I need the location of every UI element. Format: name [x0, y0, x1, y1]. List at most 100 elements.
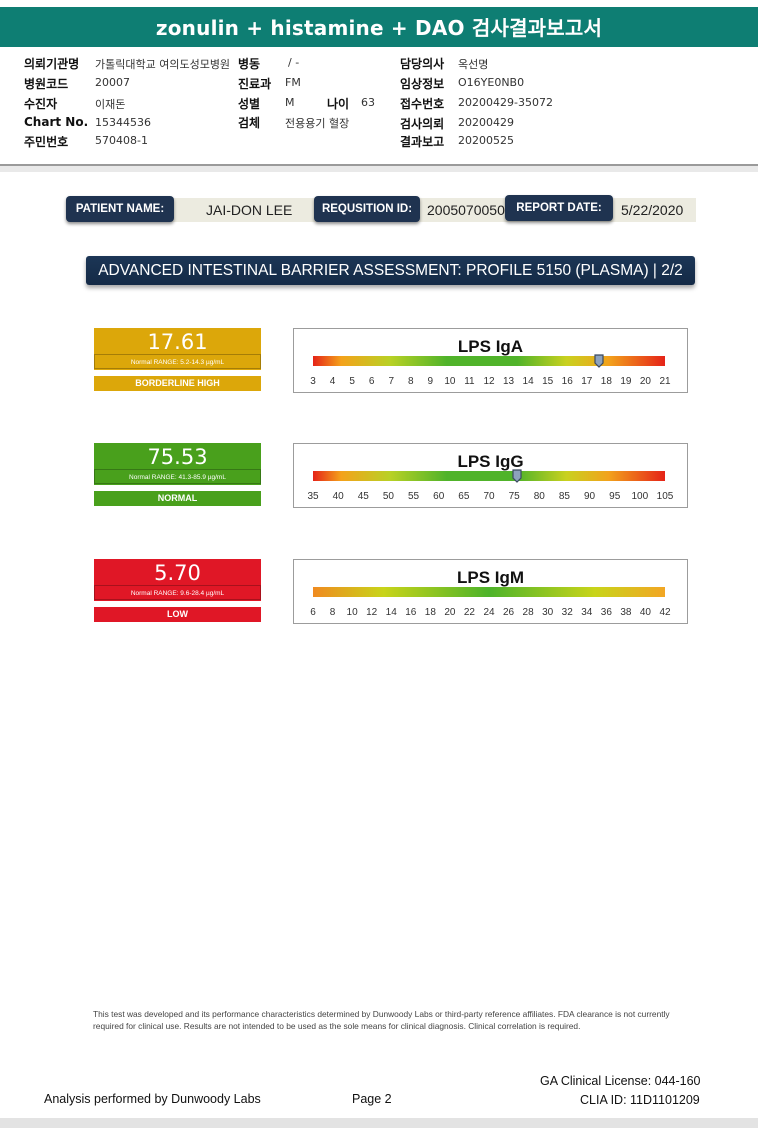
gauge-tick-label: 30	[542, 607, 554, 618]
gauge-title: LPS IgM	[456, 568, 525, 587]
result-value: 75.53	[147, 445, 208, 469]
gauge-tick-label: 40	[332, 491, 344, 502]
patient-name-value: JAI-DON LEE	[206, 202, 293, 218]
header-value-institution: 가톨릭대학교 여의도성모병원	[95, 58, 231, 71]
result-gauge: LPS IgG 35 40 45 50 55 60 65 70 75 80 85 90 95 100 105	[293, 443, 688, 508]
header-value-result-report: 20200525	[458, 134, 514, 147]
gauge-tick-label: 8	[407, 376, 414, 387]
gauge-tick-label: 36	[600, 607, 612, 618]
gauge-tick-label: 18	[424, 607, 436, 618]
header-key-clinical-info: 임상정보	[400, 77, 445, 91]
gauge-tick-label: 12	[483, 376, 495, 387]
normal-range: Normal RANGE: 5.2-14.3 µg/mL	[94, 354, 261, 369]
footer-license: GA Clinical License: 044-160	[540, 1074, 701, 1088]
header-key-doctor: 담당의사	[400, 57, 445, 71]
gauge-tick-label: 8	[329, 607, 336, 618]
gauge-tick-label: 17	[581, 376, 593, 387]
requisition-id-label: REQUSITION ID:	[314, 196, 420, 222]
gauge-tick-label: 55	[408, 491, 420, 502]
gauge-tick-label: 11	[464, 376, 475, 387]
header-value-age: 63	[361, 96, 375, 109]
gauge-marker-icon	[512, 469, 522, 483]
header-value-hospital-code: 20007	[95, 76, 130, 89]
header-key-ward: 병동	[238, 57, 261, 71]
gauge-tick-label: 32	[561, 607, 573, 618]
header-key-test-request: 검사의뢰	[400, 117, 445, 131]
header-key-institution: 의뢰기관명	[24, 57, 80, 71]
header-key-department: 진료과	[238, 77, 272, 91]
gauge-tick-label: 60	[433, 491, 445, 502]
header-divider	[0, 164, 758, 166]
bottom-strip	[0, 1118, 758, 1128]
report-date-value: 5/22/2020	[621, 202, 684, 218]
gauge-tick-label: 28	[522, 607, 534, 618]
section-title: ADVANCED INTESTINAL BARRIER ASSESSMENT: …	[86, 256, 695, 285]
header-value-specimen: 전용용기 혈장	[285, 117, 350, 130]
header-value-ward: / -	[288, 56, 300, 69]
result-value: 17.61	[147, 330, 208, 354]
gauge-tick-label: 105	[656, 491, 674, 502]
gauge-tick-label: 21	[659, 376, 671, 387]
gauge-tick-label: 80	[533, 491, 545, 502]
gauge-tick-label: 3	[310, 376, 316, 387]
gauge-title: LPS IgA	[457, 337, 524, 356]
gauge-tick-label: 40	[639, 607, 651, 618]
gauge-tick-label: 14	[385, 607, 397, 618]
gauge-tick-label: 85	[558, 491, 570, 502]
gauge-tick-label: 6	[310, 607, 316, 618]
header-value-sex: M	[285, 96, 295, 109]
gauge-tick-label: 100	[631, 491, 649, 502]
result-value-box: 75.53 Normal RANGE: 41.3-85.9 µg/mL	[94, 443, 261, 485]
gauge-tick-label: 35	[307, 491, 319, 502]
disclaimer-text: This test was developed and its performa…	[93, 1009, 670, 1031]
result-value-box: 17.61 Normal RANGE: 5.2-14.3 µg/mL	[94, 328, 261, 370]
header-key-hospital-code: 병원코드	[24, 77, 69, 91]
gauge-tick-label: 7	[388, 376, 394, 387]
gauge-color-scale	[313, 471, 665, 481]
gauge-tick-label: 70	[483, 491, 495, 502]
gauge-tick-label: 10	[444, 376, 456, 387]
gauge-tick-label: 4	[329, 376, 336, 387]
gauge-tick-label: 24	[483, 607, 495, 618]
result-status-badge: BORDERLINE HIGH	[94, 376, 261, 391]
gauge-tick-label: 5	[349, 376, 355, 387]
gauge-tick-label: 50	[382, 491, 394, 502]
gauge-tick-label: 22	[463, 607, 475, 618]
header-key-age: 나이	[327, 97, 350, 111]
gauge-tick-label: 38	[620, 607, 632, 618]
gauge-tick-label: 34	[581, 607, 593, 618]
gauge-tick-label: 20	[444, 607, 456, 618]
gauge-tick-label: 6	[368, 376, 375, 387]
result-value: 5.70	[154, 561, 201, 585]
gauge-tick-label: 13	[502, 376, 515, 387]
gauge-tick-label: 20	[639, 376, 651, 387]
gauge-tick-label: 95	[609, 491, 621, 502]
gauge-color-scale	[313, 356, 665, 366]
gauge-marker-icon	[594, 354, 604, 368]
header-value-department: FM	[285, 76, 301, 89]
footer-analysis: Analysis performed by Dunwoody Labs	[44, 1092, 261, 1106]
gauge-tick-label: 10	[346, 607, 358, 618]
header-key-resident-no: 주민번호	[24, 135, 69, 149]
normal-range: Normal RANGE: 9.6-28.4 µg/mL	[94, 585, 261, 600]
gauge-tick-label: 9	[427, 376, 434, 387]
header-value-resident-no: 570408-1	[95, 134, 148, 147]
gauge-tick-label: 90	[584, 491, 596, 502]
gauge-tick-label: 12	[366, 607, 378, 618]
gauge-tick-label: 16	[405, 607, 417, 618]
header-value-receipt-no: 20200429-35072	[458, 96, 553, 109]
header-key-sex: 성별	[238, 97, 261, 111]
footer-page-number: Page 2	[352, 1092, 392, 1106]
header-value-test-request: 20200429	[458, 116, 514, 129]
result-gauge: LPS IgA 3 4 5 6 7 8 9 10 11 12 13 14 15 16 17 18 19 20 21	[293, 328, 688, 393]
header-key-result-report: 결과보고	[400, 135, 445, 149]
header-key-patient: 수진자	[24, 97, 58, 111]
gauge-tick-label: 15	[542, 376, 554, 387]
patient-name-label: PATIENT NAME:	[66, 196, 174, 222]
result-status-badge: LOW	[94, 607, 261, 622]
gauge-tick-label: 65	[458, 491, 470, 502]
header-key-receipt-no: 접수번호	[400, 97, 445, 111]
footer-clia: CLIA ID: 11D1101209	[580, 1093, 700, 1107]
gauge-color-scale	[313, 587, 665, 597]
gauge-tick-label: 26	[502, 607, 515, 618]
